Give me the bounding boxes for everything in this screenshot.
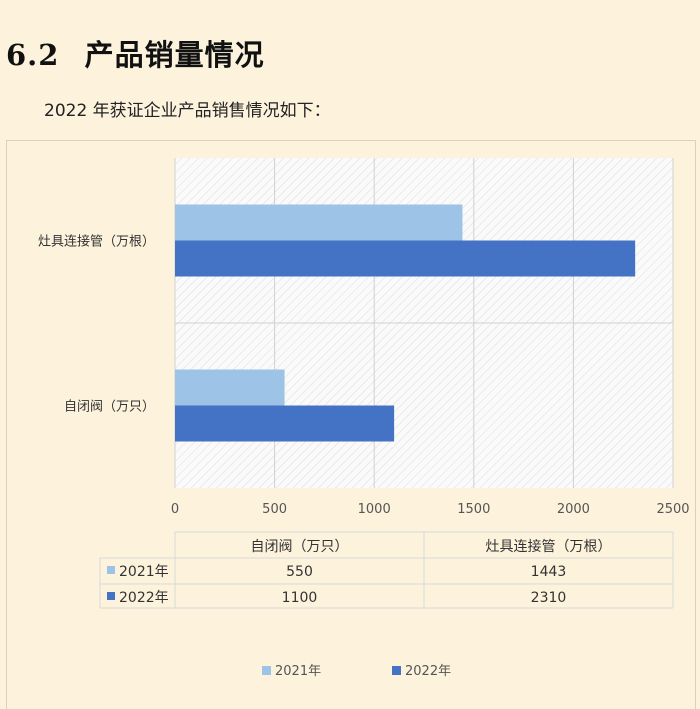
section-subtitle: 2022 年获证企业产品销售情况如下： [44,101,331,121]
section-number: 6.2 [6,38,60,72]
data-table: 自闭阀（万只） 灶具连接管（万根） 2021年 550 1443 2022年 1100 231… [99,531,674,609]
section-title: 产品销量情况 [84,38,265,72]
legend-label: 2021年 [275,664,321,679]
table-series-name: 2021年 [119,564,169,580]
table-legend-key [107,566,115,574]
bar [175,369,285,406]
x-tick-label: 0 [171,502,179,517]
bar [175,405,395,442]
x-tick-label: 2500 [656,502,689,517]
x-tick-label: 1500 [457,502,490,517]
x-tick-label: 1000 [358,502,391,517]
table-cell: 1100 [282,590,318,606]
x-tick-label: 500 [262,502,287,517]
table-cell: 2310 [531,590,567,606]
legend: 2021年 2022年 [262,664,451,679]
table-cell: 1443 [531,564,567,580]
category-label: 自闭阀（万只） [64,400,155,415]
table-legend-key [107,592,115,600]
section-heading: 6.2 产品销量情况 [6,32,265,74]
x-tick-label: 2000 [557,502,590,517]
legend-swatch [392,666,401,675]
category-labels: 自闭阀（万只） 灶具连接管（万根） [38,234,155,415]
bar [175,240,636,277]
table-series-name: 2022年 [119,590,169,606]
legend-swatch [262,666,271,675]
x-tick-labels: 0 500 1000 1500 2000 2500 [171,502,690,517]
table-cell: 550 [286,564,313,580]
bar [175,204,463,241]
category-label: 灶具连接管（万根） [38,234,155,250]
table-header: 自闭阀（万只） [251,539,349,555]
legend-label: 2022年 [405,664,451,679]
bars [175,204,636,442]
table-header: 灶具连接管（万根） [486,538,612,555]
